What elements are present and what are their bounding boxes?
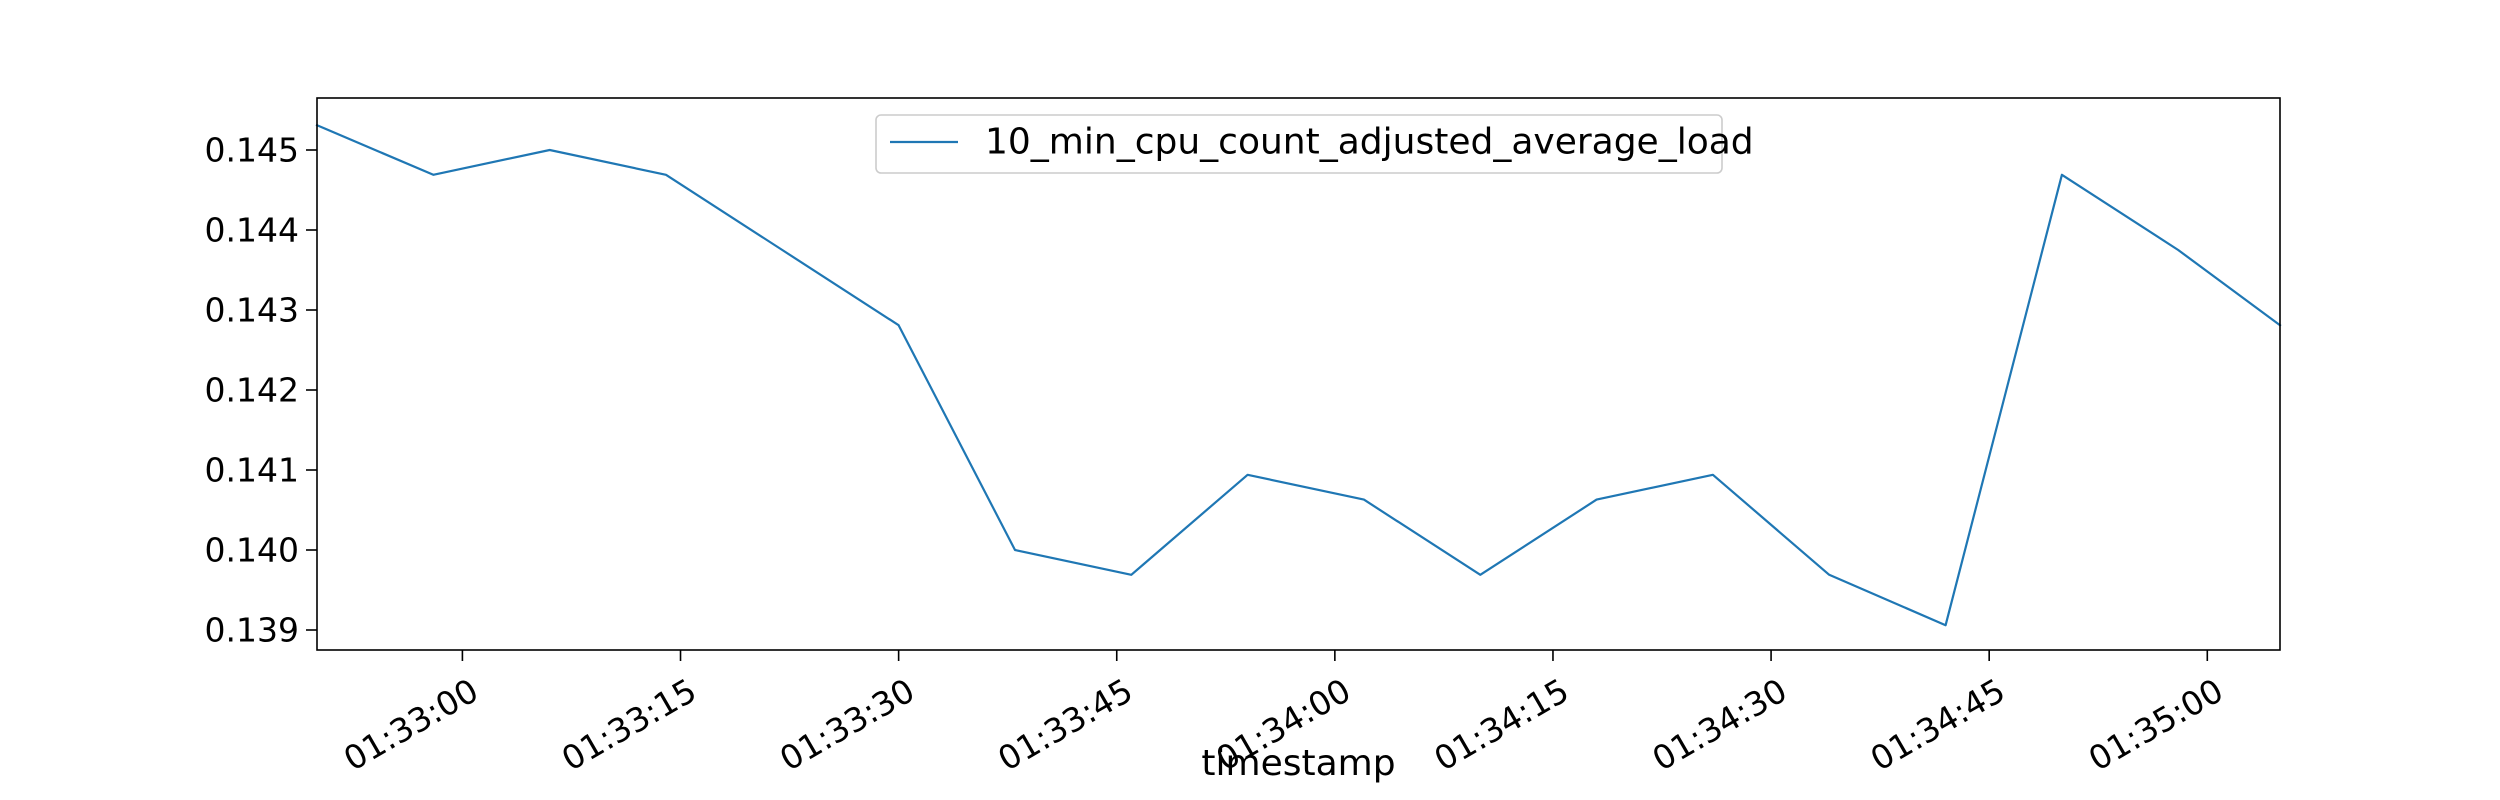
x-tick-label: 01:34:30 [1646,671,1794,779]
data-point [1480,574,1481,575]
y-tick-label: 0.141 [205,451,299,490]
x-tick-label: 01:34:15 [1428,671,1576,779]
data-point [1247,474,1248,475]
x-tick-label: 01:33:30 [773,671,921,779]
y-tick-label: 0.144 [205,211,299,250]
series-layer [315,123,2282,627]
data-point [549,149,550,150]
data-point [1596,499,1597,500]
plot-frame [316,97,2281,651]
x-tick-label: 01:35:00 [2082,671,2230,779]
series-line-1 [315,123,2282,627]
y-axis: 0.139 0.140 0.141 0.142 0.143 0.144 0.145 [205,131,317,650]
x-tick-label: 01:33:45 [991,671,1139,779]
data-point [665,174,666,175]
data-point [1014,549,1015,550]
data-point [782,249,783,250]
data-point [898,325,899,326]
data-point [2061,174,2062,175]
x-tick-label: 01:33:00 [337,671,485,779]
y-tick-label: 0.145 [205,131,299,170]
y-tick-label: 0.139 [205,611,299,650]
data-point [2178,249,2179,250]
data-point [433,174,434,175]
x-tick-label: 01:33:15 [555,671,703,779]
data-point [1712,474,1713,475]
legend: 10_min_cpu_count_adjusted_average_load [875,114,1754,174]
y-tick-label: 0.142 [205,371,299,410]
legend-box [875,114,1723,174]
y-tick-label: 0.143 [205,291,299,330]
data-point [1131,574,1132,575]
x-axis-title: timestamp [1201,743,1395,784]
data-point [1363,499,1364,500]
y-tick-label: 0.140 [205,531,299,570]
x-tick-label: 01:34:45 [1864,671,2012,779]
data-point [1829,574,1830,575]
legend-label-series-1: 10_min_cpu_count_adjusted_average_load [985,122,1754,163]
data-point [1945,625,1946,626]
